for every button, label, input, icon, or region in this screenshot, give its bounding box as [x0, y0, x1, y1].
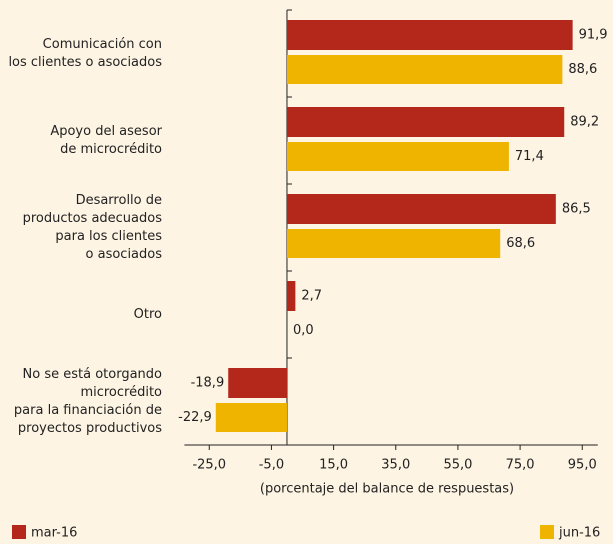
bar	[215, 403, 287, 432]
category-label: para la financiación de	[14, 403, 162, 418]
x-tick-label: 55,0	[443, 458, 472, 473]
bar	[228, 368, 287, 398]
value-label: 71,4	[515, 149, 544, 164]
x-tick-label: 35,0	[381, 458, 410, 473]
category-label: Comunicación con	[43, 37, 162, 52]
x-tick-label: 95,0	[568, 458, 597, 473]
bar	[286, 194, 556, 224]
category-label: Apoyo del asesor	[50, 124, 162, 139]
value-label: -18,9	[191, 376, 225, 391]
category-label: microcrédito	[80, 385, 162, 400]
category-label: proyectos productivos	[18, 421, 162, 436]
value-label: 0,0	[293, 323, 314, 338]
value-label: 91,9	[579, 28, 608, 43]
legend-swatch	[12, 525, 26, 539]
category-label: o asociados	[86, 247, 163, 262]
value-label: -22,9	[178, 410, 212, 425]
bar	[286, 55, 563, 84]
value-label: 89,2	[570, 115, 599, 130]
bar	[286, 107, 565, 137]
x-tick-label: -25,0	[192, 458, 226, 473]
bar	[286, 281, 296, 311]
legend-label: mar-16	[31, 526, 77, 541]
value-label: 2,7	[301, 289, 322, 304]
value-label: 68,6	[506, 236, 535, 251]
value-label: 88,6	[568, 62, 597, 77]
category-label: de microcrédito	[60, 142, 162, 157]
bar	[286, 142, 509, 171]
category-label: productos adecuados	[23, 211, 163, 226]
x-axis-label: (porcentaje del balance de respuestas)	[260, 482, 514, 497]
category-label: Otro	[134, 307, 162, 322]
category-label: los clientes o asociados	[8, 55, 162, 70]
bar	[286, 20, 573, 50]
category-label: No se está otorgando	[23, 367, 163, 382]
bar	[286, 229, 501, 258]
category-label: Desarrollo de	[76, 193, 162, 208]
x-tick-label: 75,0	[506, 458, 535, 473]
category-label: para los clientes	[55, 229, 162, 244]
x-tick-label: -5,0	[259, 458, 284, 473]
legend-swatch	[540, 525, 554, 539]
legend-label: jun-16	[558, 526, 600, 541]
x-tick-label: 15,0	[319, 458, 348, 473]
value-label: 86,5	[562, 202, 591, 217]
